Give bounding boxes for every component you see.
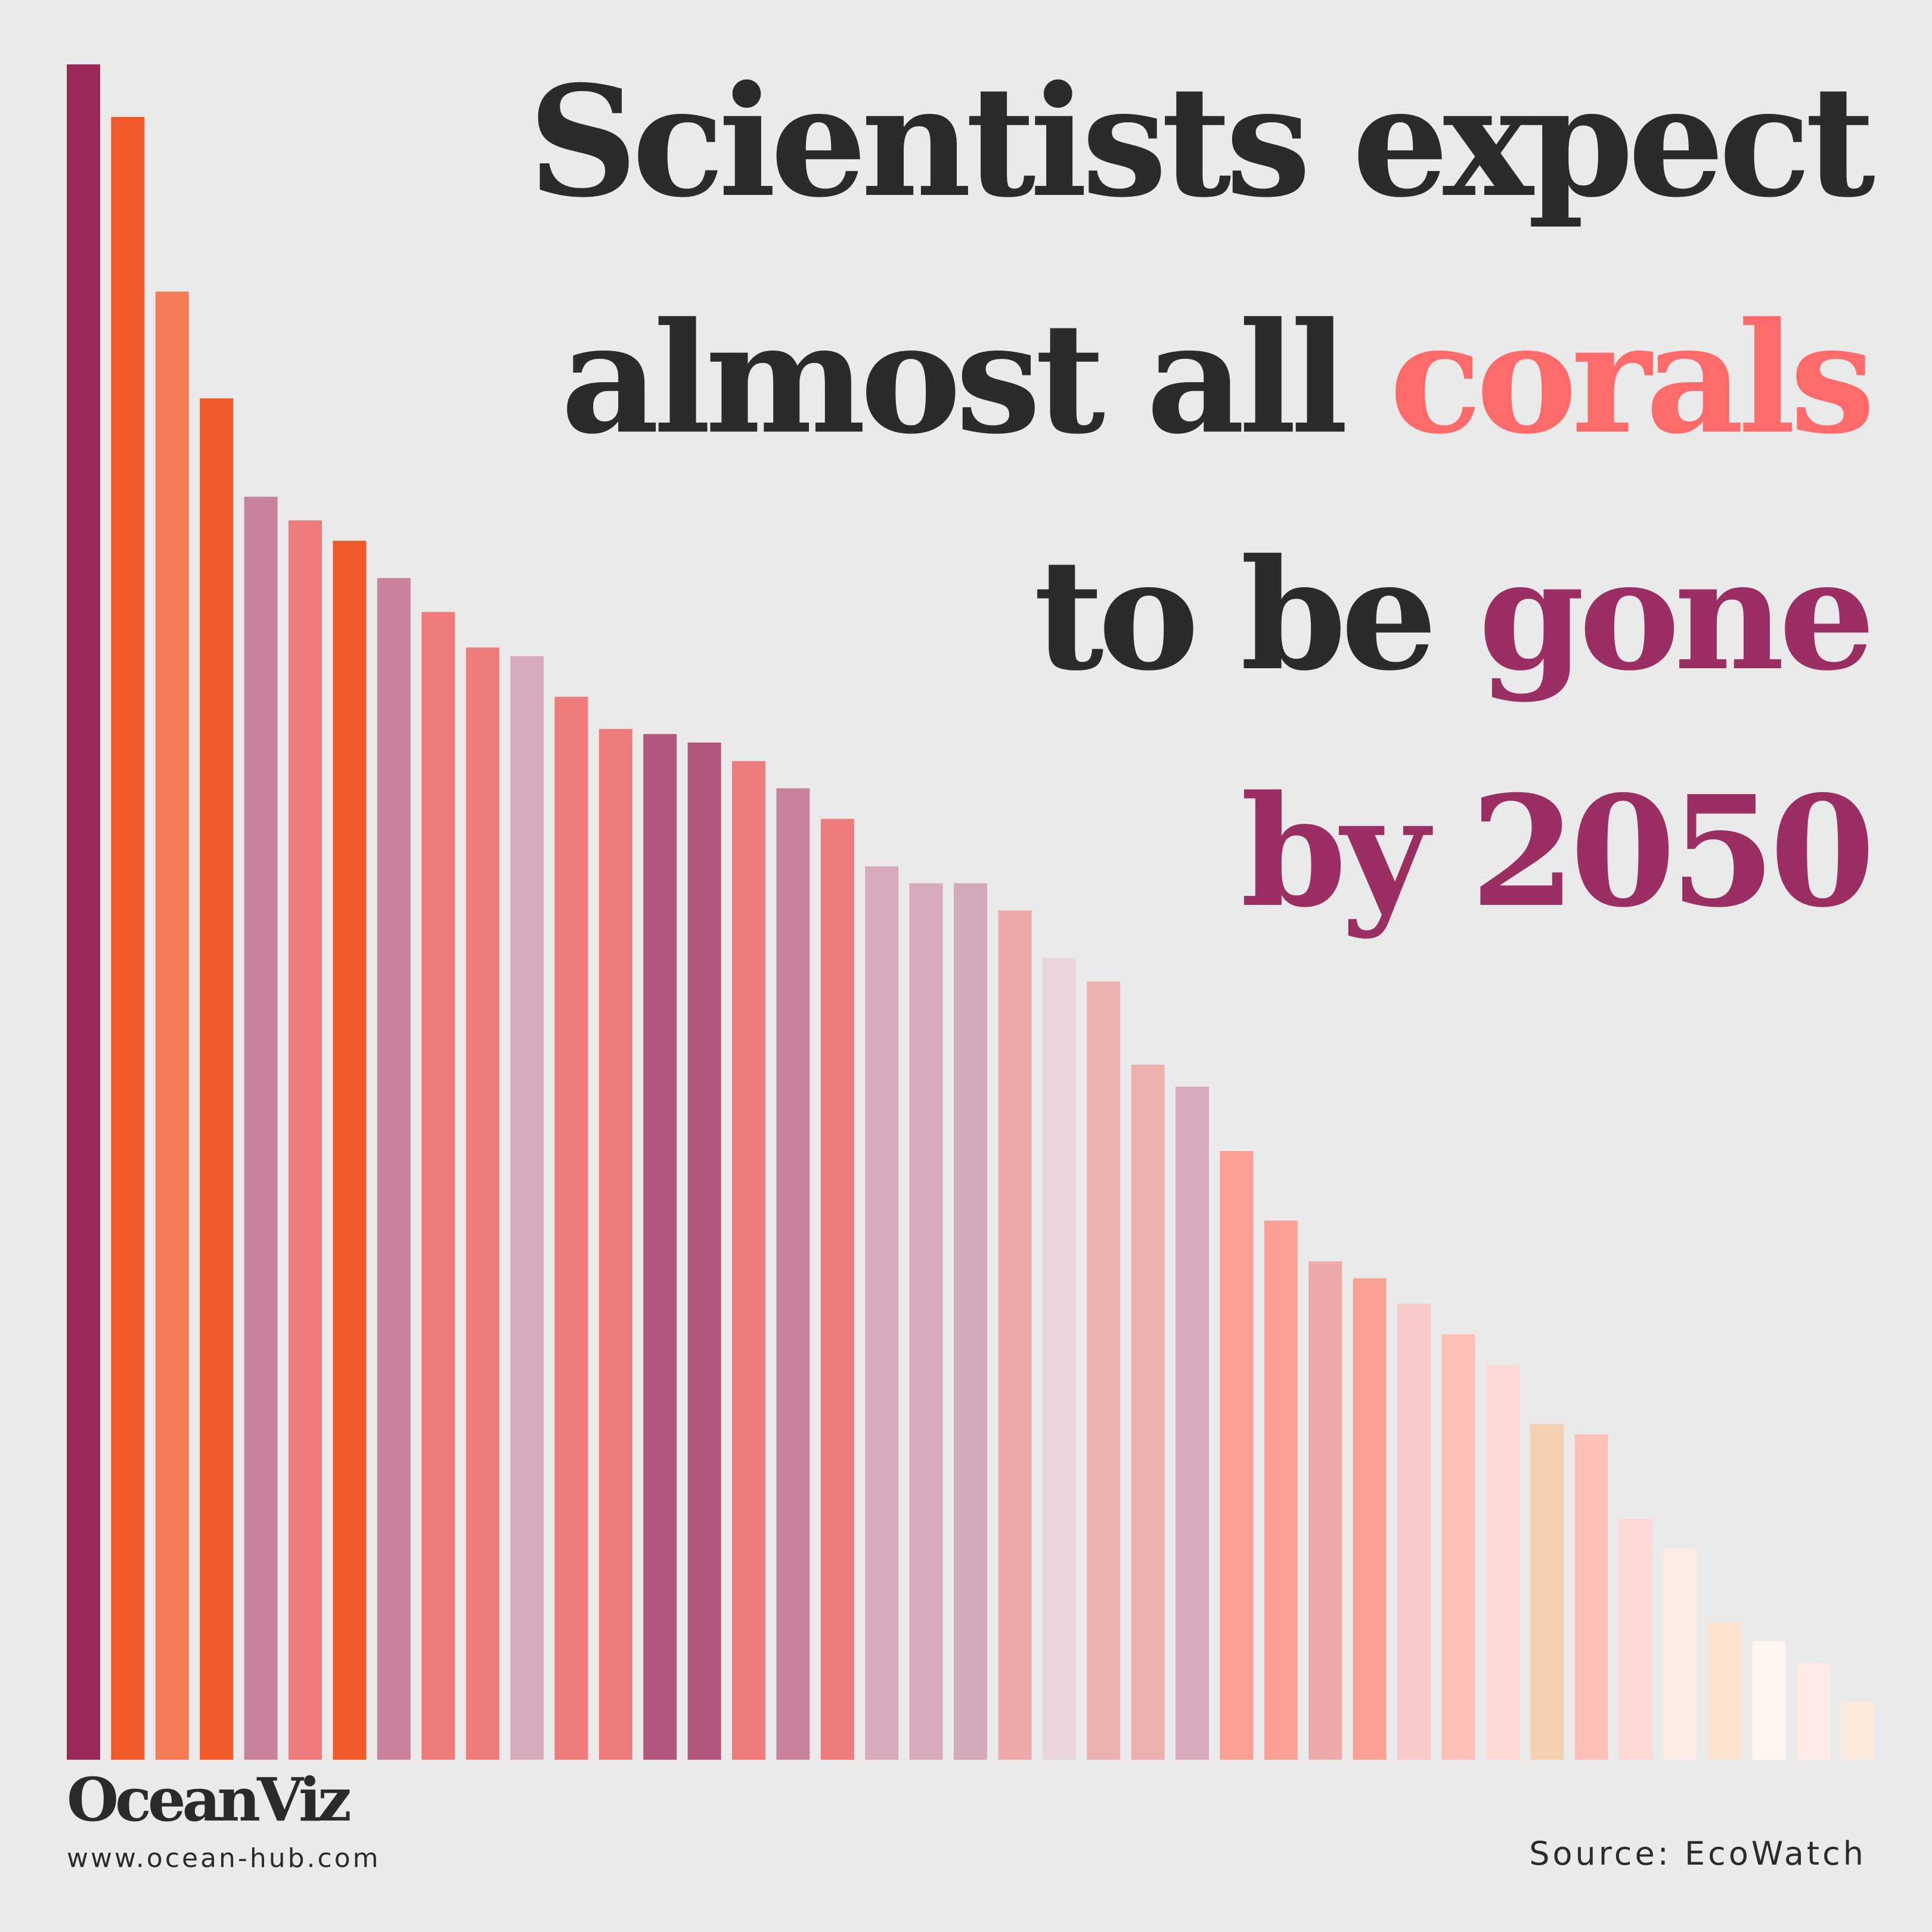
bar-41 <box>1841 1702 1874 1760</box>
headline-line-3: to be gone <box>81 497 1875 734</box>
bar-5 <box>244 497 278 1760</box>
bar-4 <box>200 398 234 1760</box>
bar-2 <box>111 117 145 1760</box>
bar-38 <box>1707 1622 1741 1760</box>
bar-13 <box>598 728 632 1760</box>
bar-1 <box>67 64 100 1760</box>
bar-6 <box>289 520 322 1760</box>
bar-39 <box>1752 1641 1786 1760</box>
bar-17 <box>776 788 810 1760</box>
headline-text: almost all <box>560 290 1390 468</box>
bar-35 <box>1574 1434 1608 1760</box>
bar-8 <box>377 578 411 1760</box>
bar-20 <box>909 883 943 1760</box>
bar-10 <box>466 647 500 1760</box>
bar-25 <box>1131 1064 1165 1760</box>
bar-16 <box>732 761 765 1760</box>
bar-9 <box>421 612 455 1760</box>
bar-22 <box>998 910 1032 1760</box>
bar-32 <box>1441 1334 1475 1760</box>
bar-26 <box>1176 1086 1209 1760</box>
bar-23 <box>1042 957 1076 1760</box>
bar-33 <box>1486 1365 1519 1760</box>
bar-14 <box>643 734 677 1760</box>
brand-logo: OceanViz <box>67 1764 352 1835</box>
bar-21 <box>954 883 987 1760</box>
bar-19 <box>865 866 899 1760</box>
bar-40 <box>1796 1663 1830 1760</box>
headline-line-4: by 2050 <box>1241 763 1875 941</box>
bar-30 <box>1353 1278 1387 1760</box>
headline-highlight-gone: gone <box>1478 526 1875 705</box>
bar-34 <box>1530 1424 1564 1760</box>
bar-31 <box>1397 1303 1431 1760</box>
headline: Scientists expect almost all corals to b… <box>81 24 1875 970</box>
bar-15 <box>687 742 721 1760</box>
bar-3 <box>155 291 189 1760</box>
bar-12 <box>554 696 588 1760</box>
bar-27 <box>1220 1151 1254 1760</box>
website-link[interactable]: www.ocean-hub.com <box>67 1843 381 1874</box>
headline-text: to be <box>1034 526 1478 705</box>
bar-29 <box>1308 1261 1342 1760</box>
bar-7 <box>333 541 367 1760</box>
headline-line-2: almost all corals <box>81 261 1875 497</box>
headline-line-1: Scientists expect <box>528 53 1875 231</box>
bar-11 <box>510 656 544 1760</box>
source-credit: Source: EcoWatch <box>1529 1835 1866 1872</box>
bar-36 <box>1619 1519 1652 1760</box>
bar-24 <box>1087 981 1121 1760</box>
headline-highlight-corals: corals <box>1389 290 1875 468</box>
bar-18 <box>820 818 854 1760</box>
bar-28 <box>1264 1220 1298 1760</box>
bar-37 <box>1663 1548 1697 1760</box>
